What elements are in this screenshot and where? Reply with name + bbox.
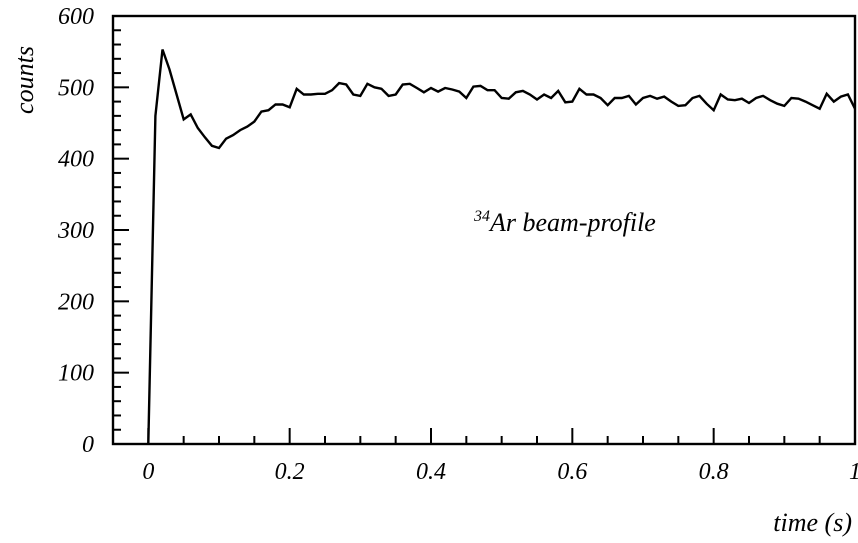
annotation-text: Ar beam-profile [488,208,656,237]
y-tick-label: 500 [58,75,94,101]
y-axis-title: counts [10,46,39,114]
y-tick-label: 200 [58,289,94,315]
y-tick-label: 300 [57,218,94,244]
plot-frame [113,16,855,444]
tick-labels: 0 0.2 0.4 0.6 0.8 1 0 100 200 300 400 500 600 [57,4,858,485]
x-tick-label: 0.8 [699,459,729,485]
x-tick-label: 0 [142,459,154,485]
y-tick-label: 100 [58,361,94,387]
annotation-superscript: 34 [473,208,490,225]
x-tick-label: 0.6 [557,459,587,485]
y-tick-label: 600 [58,4,94,30]
x-tick-label: 0.2 [275,459,305,485]
x-tick-label: 0.4 [416,459,446,485]
x-axis-title: time (s) [773,508,852,537]
axis-ticks [113,16,855,444]
annotation-label: 34Ar beam-profile [473,208,656,237]
x-tick-label: 1 [849,459,858,485]
y-tick-label: 0 [82,432,94,458]
y-tick-label: 400 [58,147,94,173]
series-line [148,50,855,445]
